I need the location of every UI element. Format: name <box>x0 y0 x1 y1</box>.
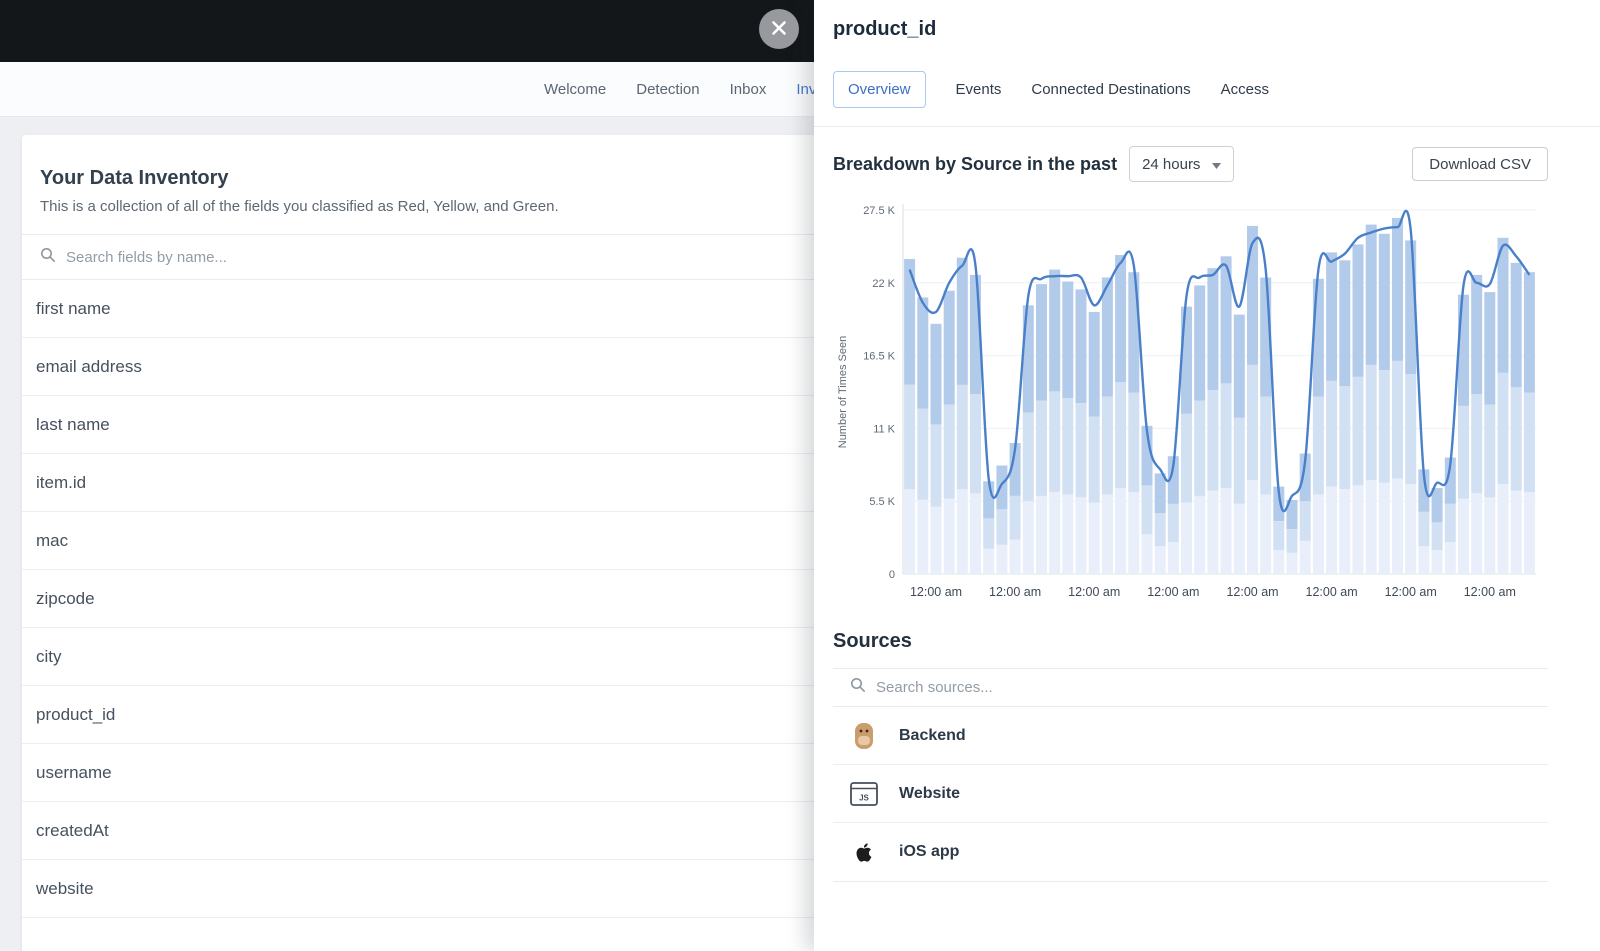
field-row-last-name[interactable]: last name <box>22 396 1578 454</box>
sources-search <box>833 669 1548 707</box>
svg-text:27.5 K: 27.5 K <box>863 205 895 217</box>
svg-text:16.5 K: 16.5 K <box>863 351 895 363</box>
source-row-ios-app[interactable]: iOS app <box>833 823 1548 881</box>
close-panel-button[interactable] <box>759 9 799 49</box>
apple-icon <box>850 840 878 865</box>
svg-text:12:00 am: 12:00 am <box>1068 585 1120 599</box>
field-row-zipcode[interactable]: zipcode <box>22 570 1578 628</box>
breakdown-header: Breakdown by Source in the past 24 hours… <box>833 146 1548 182</box>
field-row-username[interactable]: username <box>22 744 1578 802</box>
svg-text:12:00 am: 12:00 am <box>1226 585 1278 599</box>
search-icon <box>40 247 56 268</box>
detail-panel: product_id Overview Events Connected Desti… <box>814 0 1600 951</box>
svg-text:0: 0 <box>889 569 895 581</box>
time-range-dropdown[interactable]: 24 hours <box>1129 146 1235 182</box>
breakdown-chart: 0 5.5 K 11 K 16.5 K 22 K 27.5 K 12:00 am 12:00 … <box>837 204 1536 599</box>
breakdown-chart-container: 0 5.5 K 11 K 16.5 K 22 K 27.5 K 12:00 am 12:00 … <box>833 194 1548 609</box>
field-row-email-address[interactable]: email address <box>22 338 1578 396</box>
field-row-createdat[interactable]: createdAt <box>22 802 1578 860</box>
tabs-divider <box>814 126 1600 127</box>
backend-mascot-icon <box>850 722 878 750</box>
field-row-mac[interactable]: mac <box>22 512 1578 570</box>
chevron-down-icon <box>1212 156 1222 173</box>
svg-text:12:00 am: 12:00 am <box>1147 585 1199 599</box>
field-row-item.id[interactable]: item.id <box>22 454 1578 512</box>
svg-text:12:00 am: 12:00 am <box>1306 585 1358 599</box>
field-row-website[interactable]: website <box>22 860 1578 918</box>
svg-text:11 K: 11 K <box>873 423 895 435</box>
download-csv-button[interactable]: Download CSV <box>1412 147 1548 181</box>
tab-connected-destinations[interactable]: Connected Destinations <box>1031 81 1191 98</box>
field-row-first-name[interactable]: first name <box>22 280 1578 338</box>
svg-text:Number of Times Seen: Number of Times Seen <box>837 336 849 449</box>
source-row-website[interactable]: JS Website <box>833 765 1548 823</box>
panel-tabs: Overview Events Connected Destinations Acce… <box>833 71 1548 108</box>
panel-title: product_id <box>833 18 937 40</box>
sources-search-input[interactable] <box>876 679 1531 696</box>
svg-text:12:00 am: 12:00 am <box>1464 585 1516 599</box>
tab-events[interactable]: Events <box>955 81 1002 98</box>
field-list: first name email address last name item.id m… <box>22 280 1578 918</box>
source-name: Website <box>899 784 961 802</box>
source-list: Backend JS Website iOS app <box>833 707 1548 881</box>
field-row-product_id[interactable]: product_id <box>22 686 1578 744</box>
sources-box: Backend JS Website iOS app <box>833 668 1548 882</box>
svg-text:12:00 am: 12:00 am <box>910 585 962 599</box>
nav-item-welcome[interactable]: Welcome <box>544 81 607 98</box>
breakdown-title: Breakdown by Source in the past <box>833 153 1118 174</box>
svg-text:JS: JS <box>859 793 869 802</box>
sources-title: Sources <box>833 630 912 652</box>
source-name: Backend <box>899 726 966 744</box>
field-row-city[interactable]: city <box>22 628 1578 686</box>
time-range-value: 24 hours <box>1142 155 1201 173</box>
page-title: Your Data Inventory <box>40 167 229 189</box>
page-subtitle: This is a collection of all of the field… <box>40 198 559 215</box>
total-line <box>908 209 1531 513</box>
nav-item-detection[interactable]: Detection <box>636 81 700 98</box>
svg-text:12:00 am: 12:00 am <box>989 585 1041 599</box>
website-js-icon: JS <box>850 781 878 806</box>
nav-item-inbox[interactable]: Inbox <box>729 81 767 98</box>
tab-overview[interactable]: Overview <box>833 71 926 108</box>
close-icon <box>771 20 787 39</box>
svg-text:5.5 K: 5.5 K <box>869 496 895 508</box>
tab-access[interactable]: Access <box>1220 81 1269 98</box>
source-row-backend[interactable]: Backend <box>833 707 1548 765</box>
svg-text:22 K: 22 K <box>872 278 895 290</box>
svg-text:12:00 am: 12:00 am <box>1385 585 1437 599</box>
nav-items: WelcomeDetectionInboxInventory <box>544 62 858 117</box>
search-icon <box>850 677 866 698</box>
source-name: iOS app <box>899 843 960 860</box>
